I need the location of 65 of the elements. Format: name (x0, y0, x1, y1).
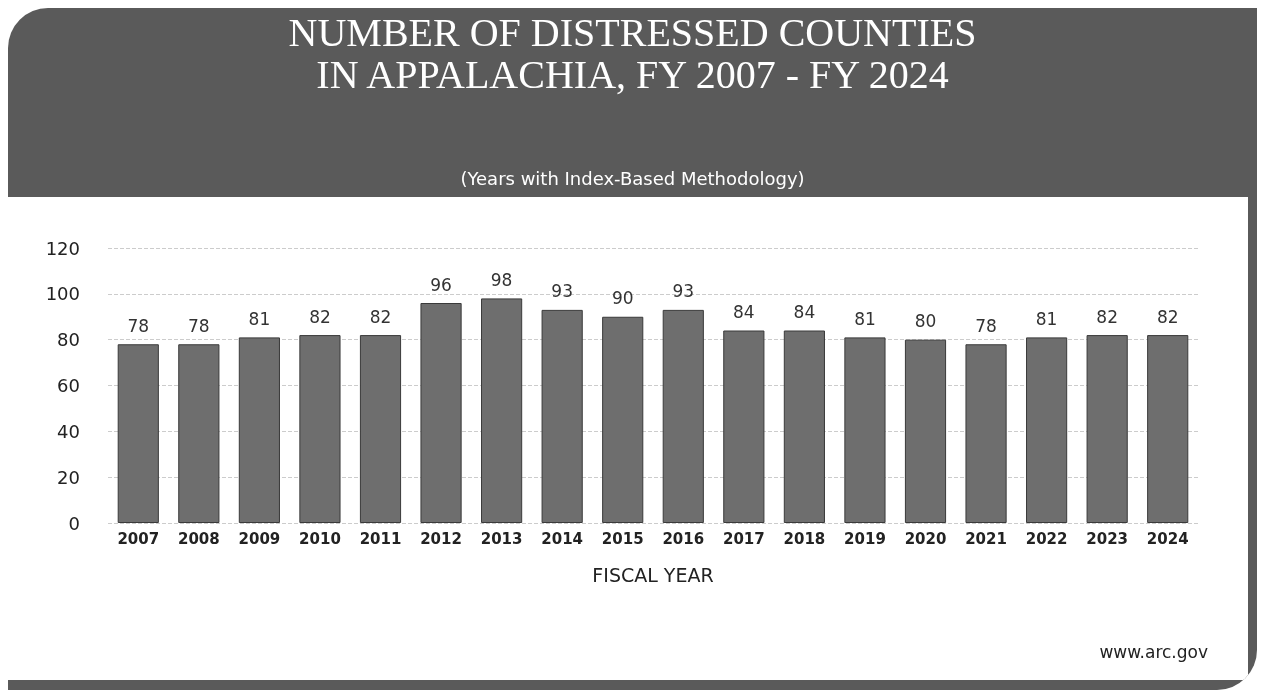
text: www.arc.gov (1099, 642, 1208, 662)
x-tick-label: 2013 (480, 529, 523, 548)
y-tick-label: 120 (45, 237, 80, 259)
data-label: 81 (1035, 308, 1058, 329)
bar (481, 298, 523, 523)
data-label: 82 (1156, 306, 1179, 327)
data-label: 84 (733, 302, 755, 322)
x-tick-label: 2014 (541, 529, 584, 548)
bar (117, 344, 159, 523)
bar (541, 309, 583, 523)
x-tick-label: 2021 (965, 529, 1007, 548)
data-label: 82 (369, 306, 392, 327)
x-axis-title: FISCAL YEAR (592, 563, 714, 586)
bar (1147, 335, 1189, 523)
data-label: 82 (309, 306, 331, 327)
data-label: 78 (975, 315, 997, 336)
x-tick-label: 2009 (238, 529, 281, 548)
data-label: 80 (914, 311, 937, 332)
data-label: 93 (551, 281, 573, 302)
chart-title: NUMBER OF DISTRESSED COUNTIES IN APPALACHIA, FY 2007 - FY 2024 (287, 10, 978, 97)
bar (783, 330, 825, 523)
bar (359, 335, 402, 523)
x-tick-label: 2010 (299, 529, 341, 548)
bar (965, 344, 1007, 523)
bar (1026, 337, 1068, 523)
bar (420, 303, 462, 523)
x-tick-label: 2008 (177, 529, 220, 548)
x-tick-label: 2017 (722, 529, 765, 548)
x-tick-label: 2024 (1146, 529, 1189, 548)
x-tick-label: 2018 (783, 529, 826, 548)
x-tick-label: 2023 (1086, 529, 1129, 548)
data-label: 93 (672, 281, 695, 302)
y-tick-label: 80 (57, 329, 80, 351)
x-tick-label: 2016 (662, 529, 705, 548)
data-label: 90 (611, 288, 634, 309)
y-tick-label: 40 (57, 420, 80, 442)
x-tick-label: 2019 (844, 529, 886, 548)
x-tick-label: 2020 (904, 529, 947, 548)
data-label: 82 (1096, 306, 1118, 327)
data-label: 81 (854, 308, 876, 329)
bar (662, 309, 704, 523)
y-tick-label: 60 (57, 375, 80, 396)
bar (904, 339, 947, 523)
bar (1086, 335, 1128, 523)
data-label: 81 (248, 308, 271, 329)
data-label: 98 (490, 269, 513, 290)
x-tick-label: 2022 (1025, 529, 1068, 548)
x-tick-label: 2015 (601, 529, 644, 548)
data-label: 84 (793, 302, 816, 322)
bar (844, 337, 886, 523)
data-label: 78 (188, 315, 210, 336)
x-tick-label: 2007 (117, 529, 160, 548)
bar (178, 344, 220, 523)
y-tick-label: 20 (57, 466, 80, 488)
y-tick-label: 0 (68, 512, 80, 534)
y-tick-label: 100 (45, 283, 80, 305)
bar (602, 316, 644, 523)
data-label: 78 (127, 315, 150, 336)
bar (723, 330, 765, 523)
bar (238, 337, 280, 523)
chart-subtitle: (Years with Index-Based Methodology) (459, 168, 806, 189)
x-tick-label: 2012 (420, 529, 462, 548)
data-label: 96 (430, 274, 452, 295)
bar (299, 335, 341, 523)
x-tick-label: 2011 (359, 529, 402, 548)
